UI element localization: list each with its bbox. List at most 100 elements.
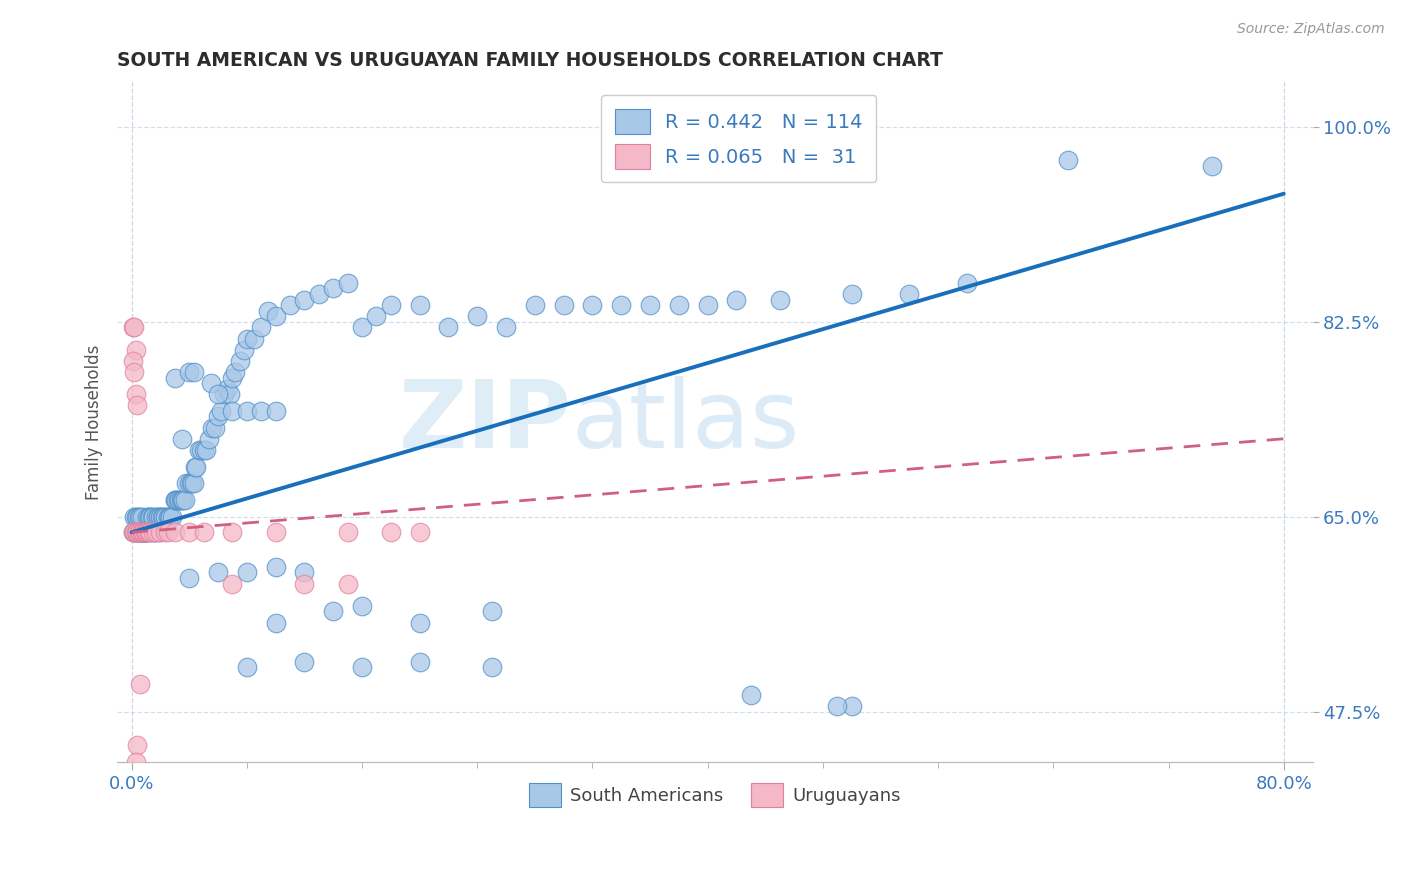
Point bbox=[228, 353, 250, 368]
Point bbox=[148, 525, 170, 540]
Point bbox=[127, 509, 149, 524]
Point bbox=[142, 525, 165, 540]
Point bbox=[129, 525, 152, 540]
Point bbox=[610, 298, 633, 312]
Point bbox=[408, 615, 430, 630]
Point bbox=[149, 509, 172, 524]
Point bbox=[207, 566, 229, 580]
Point bbox=[465, 310, 488, 324]
Point bbox=[129, 509, 152, 524]
Point bbox=[124, 320, 146, 334]
Point bbox=[135, 525, 157, 540]
Point bbox=[122, 525, 145, 540]
Point bbox=[166, 493, 188, 508]
Point bbox=[1201, 159, 1223, 173]
Point bbox=[180, 476, 202, 491]
Point bbox=[553, 298, 575, 312]
Point bbox=[145, 525, 167, 540]
Point bbox=[740, 688, 762, 702]
Point bbox=[224, 365, 246, 379]
Point bbox=[134, 525, 156, 540]
Text: ZIP: ZIP bbox=[398, 376, 571, 468]
Point bbox=[141, 509, 163, 524]
Point bbox=[336, 525, 359, 540]
Point bbox=[124, 365, 146, 379]
Point bbox=[170, 432, 193, 446]
Point bbox=[138, 525, 160, 540]
Point bbox=[408, 298, 430, 312]
Point bbox=[181, 476, 204, 491]
Point bbox=[366, 310, 388, 324]
Point bbox=[207, 409, 229, 424]
Point bbox=[264, 525, 287, 540]
Point bbox=[131, 509, 153, 524]
Legend: South Americans, Uruguayans: South Americans, Uruguayans bbox=[522, 776, 908, 814]
Point bbox=[294, 576, 316, 591]
Point bbox=[135, 525, 157, 540]
Point bbox=[163, 493, 186, 508]
Point bbox=[179, 571, 201, 585]
Point bbox=[146, 509, 169, 524]
Point bbox=[138, 509, 160, 524]
Point bbox=[209, 404, 232, 418]
Point bbox=[170, 493, 193, 508]
Point bbox=[128, 525, 150, 540]
Point bbox=[696, 298, 718, 312]
Point bbox=[160, 509, 183, 524]
Point bbox=[131, 525, 153, 540]
Point bbox=[668, 298, 690, 312]
Point bbox=[125, 387, 148, 401]
Point bbox=[157, 509, 180, 524]
Point bbox=[495, 320, 517, 334]
Point bbox=[149, 509, 172, 524]
Point bbox=[264, 310, 287, 324]
Text: SOUTH AMERICAN VS URUGUAYAN FAMILY HOUSEHOLDS CORRELATION CHART: SOUTH AMERICAN VS URUGUAYAN FAMILY HOUSE… bbox=[117, 51, 943, 70]
Point bbox=[153, 509, 176, 524]
Point bbox=[350, 660, 373, 674]
Point bbox=[128, 525, 150, 540]
Point bbox=[163, 370, 186, 384]
Text: atlas: atlas bbox=[571, 376, 800, 468]
Point bbox=[201, 420, 224, 434]
Point bbox=[190, 442, 212, 457]
Point bbox=[218, 387, 240, 401]
Point bbox=[172, 493, 194, 508]
Point bbox=[250, 404, 273, 418]
Point bbox=[163, 525, 186, 540]
Point bbox=[179, 476, 201, 491]
Y-axis label: Family Households: Family Households bbox=[86, 344, 103, 500]
Point bbox=[176, 476, 198, 491]
Point bbox=[124, 509, 146, 524]
Point bbox=[132, 525, 155, 540]
Point bbox=[183, 365, 205, 379]
Point bbox=[128, 525, 150, 540]
Point bbox=[841, 287, 863, 301]
Point bbox=[134, 525, 156, 540]
Point bbox=[127, 525, 149, 540]
Point bbox=[198, 432, 221, 446]
Point bbox=[408, 655, 430, 669]
Point bbox=[122, 525, 145, 540]
Point bbox=[135, 525, 157, 540]
Point bbox=[122, 320, 145, 334]
Point bbox=[138, 509, 160, 524]
Point bbox=[139, 525, 162, 540]
Point bbox=[236, 660, 259, 674]
Point bbox=[221, 525, 243, 540]
Point bbox=[380, 525, 402, 540]
Point bbox=[136, 509, 159, 524]
Point bbox=[264, 615, 287, 630]
Point bbox=[131, 525, 153, 540]
Point bbox=[152, 509, 174, 524]
Point bbox=[131, 525, 153, 540]
Point bbox=[481, 604, 503, 618]
Point bbox=[142, 525, 165, 540]
Point bbox=[207, 387, 229, 401]
Point bbox=[380, 298, 402, 312]
Point bbox=[156, 525, 179, 540]
Point bbox=[236, 332, 259, 346]
Point bbox=[153, 509, 176, 524]
Point bbox=[236, 404, 259, 418]
Point bbox=[167, 493, 190, 508]
Point bbox=[193, 525, 215, 540]
